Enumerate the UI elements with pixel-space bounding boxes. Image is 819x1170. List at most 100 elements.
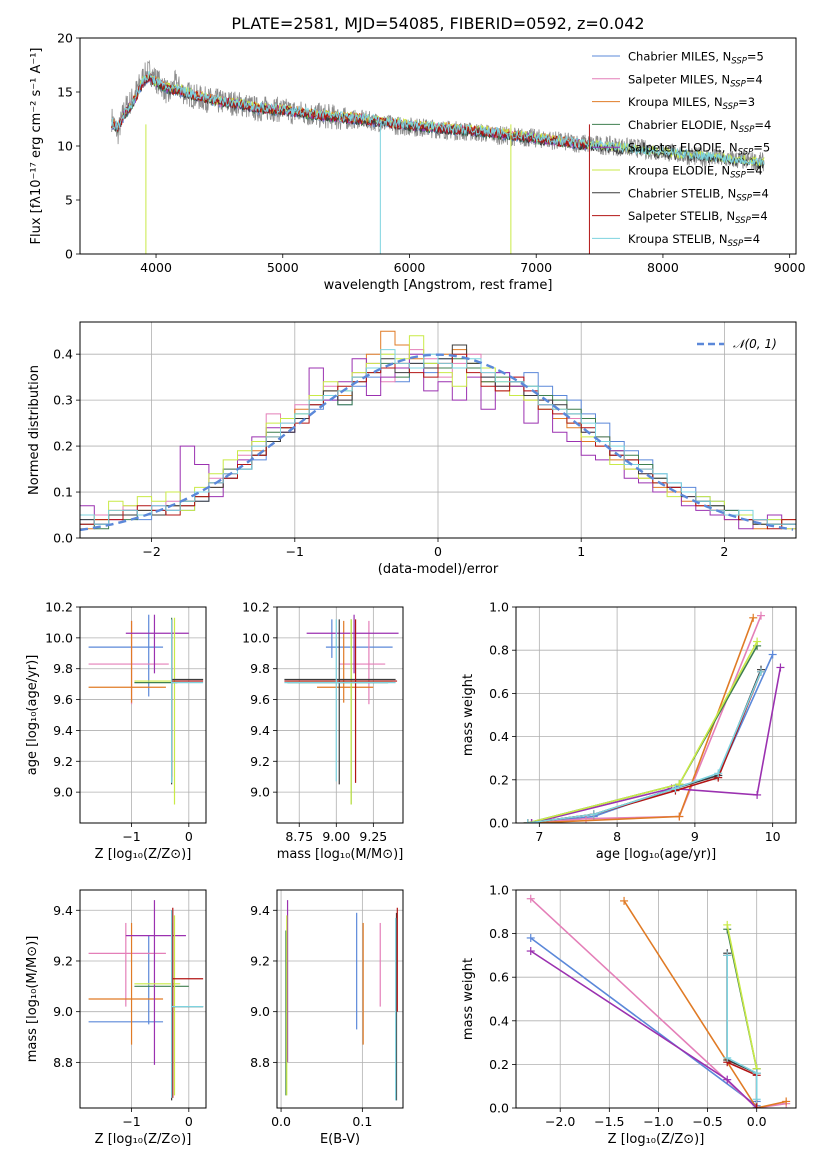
y-axis-label: mass weight [461, 674, 476, 756]
x-tick-label: 0 [434, 544, 442, 559]
x-tick-label: 1 [577, 544, 585, 559]
y-tick-label: 0.2 [489, 1057, 509, 1072]
legend-label: Kroupa STELIB, NSSP=4 [628, 232, 760, 249]
gaussian-curve [80, 353, 794, 532]
y-tick-label: 0.6 [489, 970, 509, 985]
plot-area-residuals [80, 330, 796, 532]
panel-age_vs_Z: −1 0 9.0 9.2 9.4 9.6 9.8 10.0 10.2 Z [log₁₀(Z/Z⊙)… [25, 600, 207, 862]
y-tick-label: 0.6 [489, 686, 509, 701]
x-tick-label: 2 [720, 544, 728, 559]
x-tick-label: 0.0 [747, 1114, 767, 1129]
weight-series [623, 900, 787, 1108]
plot-area-age_vs_mass [284, 614, 399, 805]
x-tick-label: −2 [142, 544, 160, 559]
weight-series [726, 924, 758, 1069]
y-tick-label: 9.0 [250, 1004, 270, 1019]
weight-series [530, 898, 787, 1108]
weight-series [530, 950, 758, 1108]
y-tick-label: 9.2 [250, 754, 270, 769]
x-axis-label: E(B-V) [320, 1132, 360, 1147]
x-tick-label: 0 [185, 1114, 193, 1129]
weight-series [530, 937, 758, 1108]
model-spectrum [111, 71, 765, 167]
y-axis-label: mass [log₁₀(M/M⊙)] [25, 936, 40, 1063]
y-tick-label: 9.4 [53, 903, 73, 918]
y-tick-label: 9.2 [250, 953, 270, 968]
y-tick-label: 0.4 [53, 347, 73, 362]
panel-mass_vs_EBV: 0.0 0.1 8.8 9.0 9.2 9.4 E(B-V) [250, 889, 404, 1147]
y-tick-label: 0.4 [489, 729, 509, 744]
axes-frame [79, 321, 797, 539]
x-axis-label: wavelength [Angstrom, rest frame] [324, 278, 553, 293]
x-tick-label: −1 [286, 544, 304, 559]
legend-label: 𝒩(0, 1) [733, 337, 777, 351]
y-tick-label: 9.2 [53, 754, 73, 769]
y-tick-label: 9.0 [250, 785, 270, 800]
legend-label: Chabrier ELODIE, NSSP=4 [628, 118, 771, 135]
x-tick-label: 4000 [140, 260, 172, 275]
y-tick-label: 0.8 [489, 643, 509, 658]
axes-frame [79, 606, 207, 824]
legend-label: Chabrier MILES, NSSP=5 [628, 50, 764, 67]
y-tick-label: 8.8 [53, 1055, 73, 1070]
y-tick-label: 10.0 [45, 630, 73, 645]
x-tick-label: −0.5 [692, 1114, 722, 1129]
y-tick-label: 0.0 [53, 531, 73, 546]
plot-area-mass_vs_Z [88, 900, 204, 1101]
x-axis-label: mass [log₁₀(M/M⊙)] [277, 847, 404, 862]
y-tick-label: 0.2 [489, 772, 509, 787]
y-tick-label: 9.6 [53, 692, 73, 707]
y-tick-label: 9.8 [250, 661, 270, 676]
y-axis-label: Flux [fλ10⁻¹⁷ erg cm⁻² s⁻¹ A⁻¹] [29, 48, 44, 245]
y-tick-label: 9.6 [250, 692, 270, 707]
panel-weight_vs_age: 7 8 9 10 0.0 0.2 0.4 0.6 0.8 1.0 age [log₁₀(age/yr… [461, 600, 797, 862]
axes-frame [79, 889, 207, 1109]
plot-area-weight_vs_Z [526, 894, 791, 1108]
y-tick-label: 0.0 [489, 1101, 509, 1116]
x-axis-label: (data-model)/error [378, 562, 499, 577]
x-tick-label: 7 [535, 829, 543, 844]
x-tick-label: −1 [122, 829, 140, 844]
y-tick-label: 5 [65, 193, 73, 208]
plot-area-age_vs_Z [88, 614, 204, 805]
y-tick-label: 9.0 [53, 785, 73, 800]
x-tick-label: 0 [185, 829, 193, 844]
legend-label: Salpeter ELODIE, NSSP=5 [628, 141, 770, 158]
y-tick-label: 0.0 [489, 816, 509, 831]
x-tick-label: 10 [765, 829, 781, 844]
x-tick-label: −1.5 [594, 1114, 624, 1129]
y-tick-label: 9.4 [250, 903, 270, 918]
panel-residuals: −2 −1 0 1 2 0.0 0.1 0.2 0.3 0.4 (data-model)/error… [27, 321, 797, 577]
legend-label: Salpeter STELIB, NSSP=4 [628, 209, 768, 226]
y-tick-label: 9.4 [250, 723, 270, 738]
plot-area-mass_vs_EBV [285, 900, 398, 1101]
x-tick-label: 7000 [520, 260, 552, 275]
axes-frame [79, 37, 797, 255]
y-tick-label: 1.0 [489, 883, 509, 898]
histogram-series [80, 353, 796, 530]
panel-mass_vs_Z: −1 0 8.8 9.0 9.2 9.4 Z [log₁₀(Z/Z⊙)] mass [log₁… [25, 889, 207, 1147]
y-axis-label: Normed distribution [27, 365, 42, 495]
x-tick-label: 0.0 [271, 1114, 291, 1129]
x-tick-label: −1.0 [643, 1114, 673, 1129]
axes-frame [515, 606, 797, 824]
x-tick-label: 5000 [267, 260, 299, 275]
x-tick-label: −2.0 [545, 1114, 575, 1129]
plot-area-weight_vs_age [523, 611, 785, 823]
x-tick-label: 9.25 [359, 829, 387, 844]
y-axis-label: mass weight [461, 958, 476, 1040]
y-tick-label: 10.0 [242, 630, 270, 645]
y-tick-label: 0.4 [489, 1013, 509, 1028]
plot-area-spectrum [111, 59, 765, 254]
legend-label: Chabrier STELIB, NSSP=4 [628, 186, 769, 203]
y-tick-label: 9.8 [53, 661, 73, 676]
y-tick-label: 0 [65, 247, 73, 262]
x-tick-label: 9000 [774, 260, 806, 275]
weight-series [531, 615, 762, 823]
x-tick-label: 8.75 [285, 829, 313, 844]
y-tick-label: 0.3 [53, 393, 73, 408]
x-tick-label: 9.00 [322, 829, 350, 844]
legend-label: Salpeter MILES, NSSP=4 [628, 72, 763, 89]
y-tick-label: 0.2 [53, 439, 73, 454]
y-tick-label: 0.1 [53, 485, 73, 500]
